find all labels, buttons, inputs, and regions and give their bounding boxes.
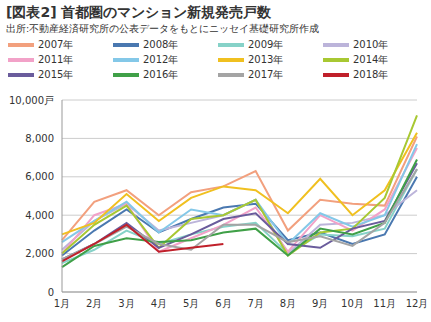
- svg-text:8,000: 8,000: [25, 133, 54, 144]
- svg-text:2,000: 2,000: [25, 248, 54, 259]
- html-text:2008年: 2008年: [143, 39, 179, 50]
- svg-text:0: 0: [48, 287, 54, 298]
- svg-text:6月: 6月: [215, 298, 231, 309]
- svg-text:10,000戸: 10,000戸: [9, 95, 54, 106]
- html-text:2016年: 2016年: [143, 69, 179, 80]
- html-text:2009年: 2009年: [248, 39, 284, 50]
- html-text:出所:不動産経済研究所の公表データをもとにニッセイ基礎研究所: 出所:不動産経済研究所の公表データをもとにニッセイ基礎研究所作成: [6, 23, 320, 34]
- html-text:2010年: 2010年: [353, 39, 389, 50]
- svg-text:4,000: 4,000: [25, 210, 54, 221]
- html-text:2013年: 2013年: [248, 54, 284, 65]
- svg-text:10月: 10月: [341, 298, 364, 309]
- svg-text:3月: 3月: [118, 298, 134, 309]
- html-text:2018年: 2018年: [353, 69, 389, 80]
- html-text:2015年: 2015年: [38, 69, 74, 80]
- html-text:2017年: 2017年: [248, 69, 284, 80]
- html-text:[図表2] 首都圏のマンション新規発売戸数: [図表2] 首都圏のマンション新規発売戸数: [6, 4, 272, 20]
- html-text:2012年: 2012年: [143, 54, 179, 65]
- html-text:2014年: 2014年: [353, 54, 389, 65]
- svg-text:11月: 11月: [373, 298, 396, 309]
- html-text:2007年: 2007年: [38, 39, 74, 50]
- svg-text:1月: 1月: [54, 298, 70, 309]
- svg-text:12月: 12月: [406, 298, 423, 309]
- svg-text:7月: 7月: [247, 298, 263, 309]
- svg-text:5月: 5月: [183, 298, 199, 309]
- svg-text:8月: 8月: [280, 298, 296, 309]
- svg-text:6,000: 6,000: [25, 171, 54, 182]
- html-text:2011年: 2011年: [38, 54, 74, 65]
- svg-text:4月: 4月: [151, 298, 167, 309]
- svg-text:9月: 9月: [312, 298, 328, 309]
- svg-text:2月: 2月: [86, 298, 102, 309]
